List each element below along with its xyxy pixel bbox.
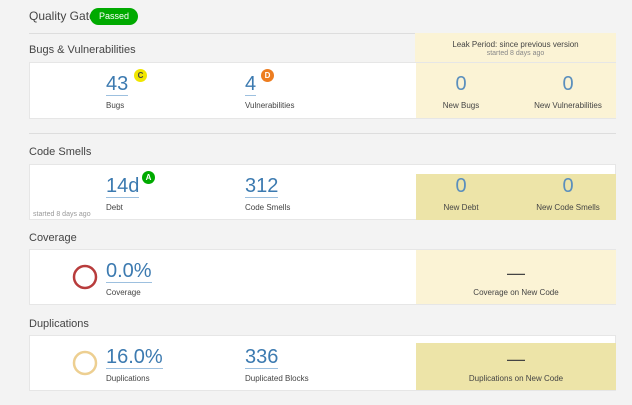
vulnerabilities-label: Vulnerabilities xyxy=(245,101,295,110)
new-debt-label: New Debt xyxy=(443,203,479,212)
quality-gate-label: Quality Gate xyxy=(29,9,96,23)
bugs-card: 43 C Bugs 4 D Vulnerabilities 0 New Bugs… xyxy=(29,62,616,119)
bugs-rating-badge: C xyxy=(134,69,147,82)
new-bugs-label: New Bugs xyxy=(442,101,480,110)
leak-period-subtitle: started 8 days ago xyxy=(486,50,545,57)
bugs-section-title: Bugs & Vulnerabilities xyxy=(29,44,136,56)
bugs-value-link[interactable]: 43 xyxy=(106,73,129,96)
vulnerabilities-value-link[interactable]: 4 xyxy=(245,73,257,96)
duplications-card: 16.0% Duplications 336 Duplicated Blocks… xyxy=(29,335,616,391)
leak-period-header: Leak Period: since previous version star… xyxy=(415,33,616,63)
leak-period-title: Leak Period: since previous version xyxy=(452,40,579,49)
debt-value-link[interactable]: 14d xyxy=(106,175,140,198)
new-coverage-label: Coverage on New Code xyxy=(473,288,559,297)
bugs-label: Bugs xyxy=(106,101,125,110)
new-duplications-label: Duplications on New Code xyxy=(468,374,564,383)
duplicated-blocks-label: Duplicated Blocks xyxy=(245,374,309,383)
coverage-card: 0.0% Coverage — Coverage on New Code xyxy=(29,249,616,305)
coverage-section-title: Coverage xyxy=(29,232,77,244)
duplications-section-title: Duplications xyxy=(29,318,89,330)
duplications-value-link[interactable]: 16.0% xyxy=(106,346,163,369)
duplications-label: Duplications xyxy=(106,374,150,383)
code-smells-label: Code Smells xyxy=(245,203,291,212)
section-divider xyxy=(29,33,415,34)
code-smells-value-link[interactable]: 312 xyxy=(245,175,279,198)
quality-gate-status-badge: Passed xyxy=(90,8,138,25)
coverage-donut-chart xyxy=(72,264,98,290)
debt-rating-badge: A xyxy=(142,171,155,184)
new-duplications-value: — xyxy=(507,349,525,369)
code-smells-section-title: Code Smells xyxy=(29,146,92,158)
coverage-leak-panel xyxy=(416,250,616,304)
started-note: started 8 days ago xyxy=(33,211,91,218)
new-code-smells-value-link[interactable]: 0 xyxy=(562,175,574,197)
new-vulnerabilities-label: New Vulnerabilities xyxy=(534,101,602,110)
new-vulnerabilities-value-link[interactable]: 0 xyxy=(562,73,574,95)
vulnerabilities-rating-badge: D xyxy=(261,69,274,82)
section-divider xyxy=(29,133,616,134)
new-bugs-value-link[interactable]: 0 xyxy=(455,73,467,95)
coverage-value-link[interactable]: 0.0% xyxy=(106,260,152,283)
code-smells-card: 14d A Debt started 8 days ago 312 Code S… xyxy=(29,164,616,220)
duplicated-blocks-value-link[interactable]: 336 xyxy=(245,346,279,369)
bugs-leak-panel xyxy=(416,63,616,118)
coverage-label: Coverage xyxy=(106,288,141,297)
duplications-leak-panel xyxy=(416,343,616,390)
duplications-donut-chart xyxy=(72,350,98,376)
code-smells-leak-panel xyxy=(416,174,616,220)
new-coverage-value: — xyxy=(507,263,525,283)
new-debt-value-link[interactable]: 0 xyxy=(455,175,467,197)
new-code-smells-label: New Code Smells xyxy=(536,203,600,212)
debt-label: Debt xyxy=(106,203,123,212)
